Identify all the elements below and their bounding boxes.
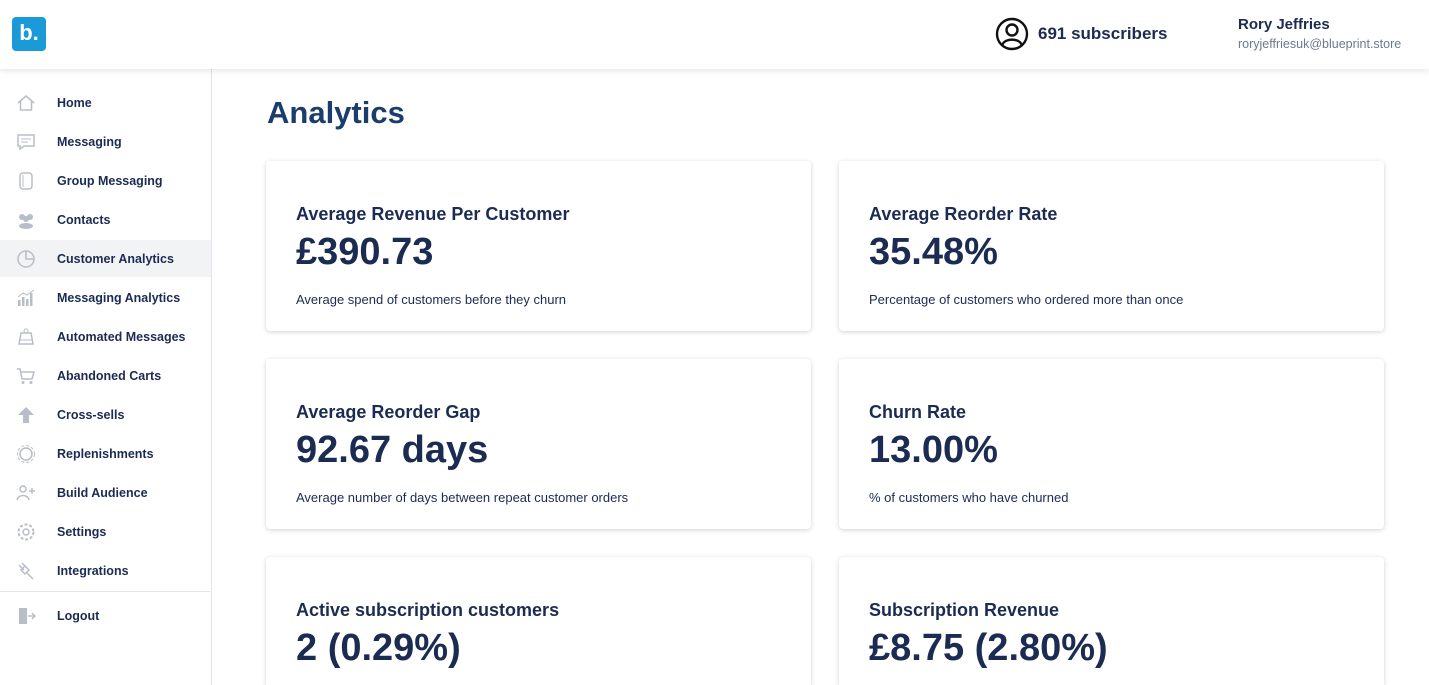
- sidebar-item-label: Integrations: [57, 563, 129, 578]
- page-title: Analytics: [267, 95, 405, 130]
- sidebar-item-group-messaging[interactable]: Group Messaging: [0, 162, 211, 199]
- pie-chart-icon: [16, 249, 36, 269]
- sidebar-item-automated-messages[interactable]: Automated Messages: [0, 318, 211, 355]
- logout-icon: [16, 606, 37, 626]
- card-value: 13.00%: [869, 429, 998, 471]
- sidebar-item-label: Messaging Analytics: [57, 290, 181, 305]
- subscribers-label: 691 subscribers: [1038, 24, 1168, 43]
- logout-label: Logout: [57, 608, 100, 623]
- metric-card-churn-rate: Churn Rate 13.00% % of customers who hav…: [839, 359, 1384, 529]
- card-title: Average Reorder Gap: [296, 402, 481, 422]
- sidebar-item-cross-sells[interactable]: Cross-sells: [0, 396, 211, 433]
- sidebar-item-label: Abandoned Carts: [57, 368, 162, 383]
- sidebar-item-label: Home: [57, 95, 92, 110]
- user-email: roryjeffriesuk@blueprint.store: [1238, 37, 1402, 51]
- card-value: £8.75 (2.80%): [869, 627, 1108, 669]
- sidebar-item-settings[interactable]: Settings: [0, 513, 211, 550]
- card-description: % of customers who have churned: [869, 490, 1069, 505]
- metric-card-reorder-gap: Average Reorder Gap 92.67 days Average n…: [266, 359, 811, 529]
- sidebar-item-label: Settings: [57, 524, 107, 539]
- sidebar-item-label: Group Messaging: [57, 173, 163, 188]
- group-chat-icon: [16, 171, 36, 191]
- sidebar: Home Messaging Group Messaging Contacts …: [0, 69, 212, 685]
- sidebar-item-customer-analytics[interactable]: Customer Analytics: [0, 240, 211, 277]
- cart-icon: [16, 366, 36, 386]
- user-circle-icon: [995, 17, 1029, 51]
- sidebar-item-integrations[interactable]: Integrations: [0, 552, 211, 589]
- sidebar-item-replenishments[interactable]: Replenishments: [0, 435, 211, 472]
- sidebar-item-abandoned-carts[interactable]: Abandoned Carts: [0, 357, 211, 394]
- robot-icon: [16, 327, 36, 347]
- card-title: Subscription Revenue: [869, 600, 1060, 620]
- card-value: 35.48%: [869, 231, 998, 273]
- sidebar-item-label: Contacts: [57, 212, 111, 227]
- card-title: Average Revenue Per Customer: [296, 204, 570, 224]
- user-account[interactable]: Rory Jeffries roryjeffriesuk@blueprint.s…: [1238, 16, 1401, 51]
- sidebar-item-label: Automated Messages: [57, 329, 186, 344]
- card-description: Percentage of customers who ordered more…: [869, 292, 1184, 307]
- add-user-icon: [16, 483, 36, 503]
- metric-card-revenue-per-customer: Average Revenue Per Customer £390.73 Ave…: [266, 161, 811, 331]
- arrow-up-icon: [16, 405, 36, 425]
- metric-card-reorder-rate: Average Reorder Rate 35.48% Percentage o…: [839, 161, 1384, 331]
- card-value: 92.67 days: [296, 429, 489, 471]
- chat-icon: [16, 132, 36, 152]
- metric-card-active-subscriptions: Active subscription customers 2 (0.29%): [266, 557, 811, 685]
- card-description: Average spend of customers before they c…: [296, 292, 567, 307]
- plug-icon: [16, 561, 36, 581]
- card-title: Average Reorder Rate: [869, 204, 1058, 224]
- refresh-icon: [16, 444, 36, 464]
- sidebar-item-label: Messaging: [57, 134, 122, 149]
- sidebar-item-contacts[interactable]: Contacts: [0, 201, 211, 238]
- metric-card-subscription-revenue: Subscription Revenue £8.75 (2.80%): [839, 557, 1384, 685]
- gear-icon: [16, 522, 36, 542]
- people-icon: [16, 210, 36, 230]
- user-name: Rory Jeffries: [1238, 16, 1330, 33]
- sidebar-item-build-audience[interactable]: Build Audience: [0, 474, 211, 511]
- sidebar-item-logout[interactable]: Logout: [0, 597, 211, 634]
- brand-logo[interactable]: b.: [12, 17, 46, 51]
- sidebar-item-messaging[interactable]: Messaging: [0, 123, 211, 160]
- sidebar-item-label: Cross-sells: [57, 407, 125, 422]
- card-description: Average number of days between repeat cu…: [296, 490, 629, 505]
- card-title: Active subscription customers: [296, 600, 560, 620]
- card-value: £390.73: [296, 231, 434, 273]
- subscriber-count: 691 subscribers: [995, 17, 1167, 51]
- bar-chart-icon: [16, 288, 36, 308]
- top-bar: b. 691 subscribers Rory Jeffries roryjef…: [0, 0, 1429, 69]
- sidebar-item-messaging-analytics[interactable]: Messaging Analytics: [0, 279, 211, 316]
- sidebar-item-label: Build Audience: [57, 485, 148, 500]
- sidebar-divider: [0, 591, 211, 592]
- home-icon: [16, 93, 36, 113]
- card-value: 2 (0.29%): [296, 627, 461, 669]
- card-title: Churn Rate: [869, 402, 967, 422]
- sidebar-item-label: Replenishments: [57, 446, 154, 461]
- sidebar-item-label: Customer Analytics: [57, 251, 174, 266]
- sidebar-item-home[interactable]: Home: [0, 84, 211, 121]
